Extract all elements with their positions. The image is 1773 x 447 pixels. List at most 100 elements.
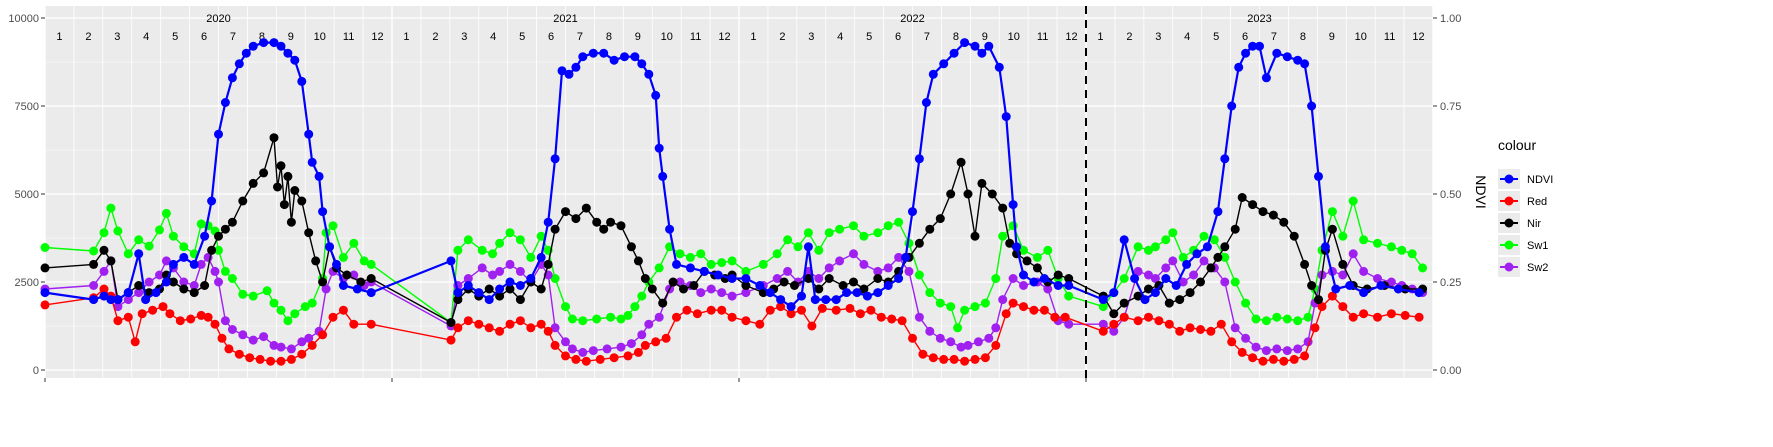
data-point-sw1 [1241,298,1251,308]
data-point-nir [592,217,602,227]
data-point-sw2 [814,274,824,283]
data-point-red [1289,354,1299,364]
data-point-sw1 [1251,314,1261,324]
data-point-red [817,303,827,313]
data-point-red [741,316,751,326]
data-point-sw2 [1220,277,1230,287]
data-point-sw1 [526,252,536,262]
data-point-sw2 [227,325,237,334]
data-point-ndvi [571,62,581,72]
data-point-sw1 [894,217,904,227]
data-point-red [1348,312,1358,322]
data-point-sw1 [453,245,463,255]
data-point-ndvi [1248,41,1258,51]
data-point-red [1310,323,1320,333]
data-point-sw1 [654,263,664,273]
data-point-sw1 [883,221,893,231]
data-point-sw2 [963,340,973,350]
data-point-sw2 [654,312,664,322]
data-point-ndvi [699,266,709,276]
data-point-sw1 [99,228,109,238]
legend-title: colour [1498,137,1536,153]
data-point-sw2 [956,342,966,352]
data-point-ndvi [578,52,588,62]
data-point-sw1 [550,274,560,283]
data-point-red [949,354,959,364]
data-point-nir [515,295,525,305]
data-point-red [505,319,515,329]
data-point-sw1 [179,242,189,252]
month-label: 5 [172,31,178,43]
data-point-sw1 [717,258,727,268]
data-point-sw2 [1373,274,1382,283]
data-point-ndvi [873,288,883,298]
data-point-nir [616,221,626,231]
data-point-nir [626,242,636,252]
data-point-sw2 [561,337,570,347]
data-point-nir [946,189,956,199]
data-point-sw1 [1150,242,1160,252]
data-point-red [786,309,796,319]
data-point-sw2 [567,344,577,354]
data-point-ndvi [550,154,560,164]
data-point-ndvi [939,59,949,69]
month-label: 9 [1329,31,1335,43]
month-label: 10 [661,31,673,43]
data-point-sw1 [578,316,588,326]
data-point-sw2 [644,319,654,329]
data-point-sw1 [914,270,924,280]
data-point-ndvi [141,295,151,305]
data-point-red [918,349,928,359]
data-point-red [1133,316,1143,326]
data-point-ndvi [1202,242,1212,252]
data-point-ndvi [453,288,463,298]
data-point-red [113,316,123,326]
data-point-ndvi [1140,295,1150,305]
data-point-red [297,349,307,359]
data-point-red [1216,319,1226,329]
data-point-red [1019,302,1028,312]
data-point-ndvi [505,277,515,287]
data-point-sw1 [772,249,782,259]
data-point-red [897,316,907,326]
month-label: 2 [779,31,785,43]
data-point-red [328,312,338,322]
data-point-ndvi [269,38,279,48]
data-point-sw1 [40,243,50,252]
data-point-red [1327,291,1337,301]
data-point-sw1 [283,316,293,326]
data-point-ndvi [220,98,230,107]
data-point-red [640,340,650,350]
data-point-red [1359,309,1369,319]
data-point-sw2 [772,274,782,283]
data-point-sw1 [675,249,685,259]
data-point-red [148,305,158,315]
data-point-ndvi [921,98,931,107]
data-point-sw2 [89,281,99,290]
data-point-ndvi [297,76,307,86]
month-labels: 1 2 3 4 5 6 7 8 9 10 11 12 1 2 3 4 5 6 7 8 9 10 11 12 1 2 3 4 5 6 7 8 9 1… [56,31,1424,43]
data-point-nir [446,318,456,327]
data-point-ndvi [637,59,647,69]
data-point-sw2 [783,266,793,276]
data-point-ndvi [1064,281,1074,290]
data-point-red [515,316,525,326]
data-point-ndvi [151,288,161,298]
data-point-nir [814,284,824,294]
data-point-sw2 [1109,326,1119,336]
data-point-ndvi [526,274,536,283]
data-point-ndvi [1008,200,1018,210]
data-point-nir [238,196,248,206]
data-point-red [484,323,494,333]
data-point-ndvi [290,55,300,65]
data-point-red [876,312,886,322]
data-point-sw1 [793,242,803,252]
data-point-sw1 [536,231,546,241]
legend-key-point [1504,174,1514,184]
data-point-sw2 [835,256,845,266]
data-point-ndvi [1300,59,1310,69]
legend-item-sw1: Sw1 [1498,235,1548,255]
data-point-ndvi [1182,259,1192,269]
data-point-nir [269,133,279,143]
data-point-ndvi [803,242,813,252]
